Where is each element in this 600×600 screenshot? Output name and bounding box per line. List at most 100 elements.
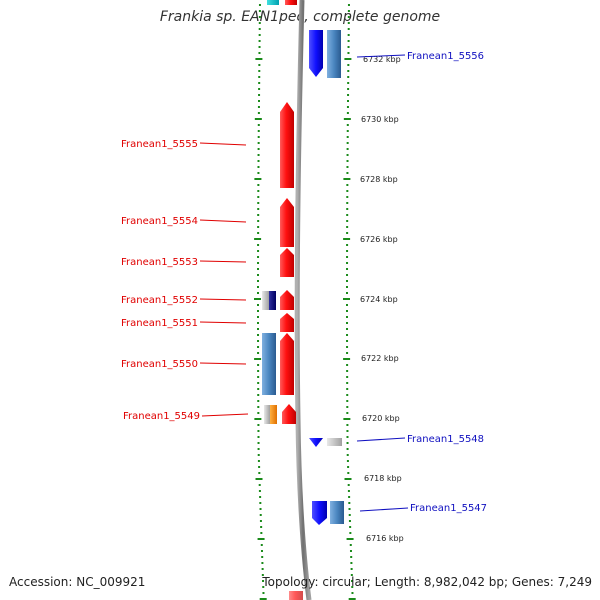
gene-franean1-5551[interactable]: [280, 313, 294, 332]
leader-line: [359, 507, 409, 512]
minor-tick: [346, 172, 349, 174]
minor-tick: [350, 556, 353, 558]
minor-tick: [348, 514, 351, 516]
major-tick: [255, 478, 263, 480]
feature-navy[interactable]: [269, 291, 276, 310]
minor-tick: [351, 586, 354, 588]
gene-label-franean1-5550[interactable]: Franean1_5550: [121, 359, 198, 370]
feature-orange[interactable]: [270, 405, 277, 424]
minor-tick: [346, 262, 349, 264]
minor-tick: [347, 484, 350, 486]
minor-tick: [346, 286, 349, 288]
minor-tick: [348, 520, 351, 522]
forward-strand-genes: [280, 102, 296, 424]
minor-tick: [258, 28, 261, 30]
minor-tick: [346, 148, 349, 150]
feature-grey[interactable]: [264, 405, 270, 424]
minor-tick: [346, 412, 349, 414]
minor-tick: [257, 436, 260, 438]
leader-line: [356, 437, 406, 442]
minor-tick: [258, 4, 261, 6]
gene-franean1-5550[interactable]: [280, 333, 294, 395]
minor-tick: [257, 214, 260, 216]
feature-steel[interactable]: [327, 30, 341, 78]
major-tick: [254, 238, 262, 240]
gene-franean1-5555[interactable]: [280, 102, 294, 188]
minor-tick: [261, 556, 264, 558]
minor-tick: [349, 550, 352, 552]
minor-tick: [346, 112, 349, 114]
gene-franean1-5549[interactable]: [282, 404, 296, 424]
minor-tick: [257, 208, 260, 210]
minor-tick: [347, 16, 350, 18]
gene-label-franean1-5552[interactable]: Franean1_5552: [121, 295, 198, 306]
clipped-feature-bottom: [289, 591, 303, 600]
gene-label-franean1-5556[interactable]: Franean1_5556: [407, 51, 484, 62]
minor-tick: [258, 70, 261, 72]
minor-tick: [257, 400, 260, 402]
gene-franean1-5552[interactable]: [280, 290, 294, 310]
left-label-leaders: [199, 142, 249, 417]
minor-tick: [347, 10, 350, 12]
scale-label: 6730 kbp: [361, 115, 399, 124]
minor-tick: [347, 4, 350, 6]
minor-tick: [346, 136, 349, 138]
minor-tick: [257, 166, 260, 168]
minor-tick: [257, 274, 260, 276]
minor-tick: [257, 142, 260, 144]
clipped-feature-top: [267, 0, 279, 5]
minor-tick: [347, 100, 349, 102]
minor-tick: [257, 412, 260, 414]
minor-tick: [348, 508, 351, 510]
feature-steel[interactable]: [330, 501, 344, 524]
scale-label: 6718 kbp: [364, 474, 402, 483]
minor-tick: [347, 64, 350, 66]
minor-tick: [347, 28, 350, 30]
minor-tick: [257, 112, 260, 114]
minor-tick: [346, 154, 349, 156]
major-tick: [344, 58, 352, 60]
minor-tick: [347, 22, 350, 24]
minor-tick: [259, 514, 262, 516]
minor-tick: [351, 580, 354, 582]
minor-tick: [346, 268, 349, 270]
gene-label-franean1-5549[interactable]: Franean1_5549: [123, 411, 200, 422]
gene-franean1-5556[interactable]: [309, 30, 323, 77]
minor-tick: [258, 40, 261, 42]
gene-label-franean1-5553[interactable]: Franean1_5553: [121, 257, 198, 268]
leader-line: [201, 413, 249, 417]
feature-grey[interactable]: [327, 438, 342, 446]
gene-label-franean1-5554[interactable]: Franean1_5554: [121, 216, 198, 227]
minor-tick: [351, 592, 354, 594]
minor-tick: [257, 448, 260, 450]
minor-tick: [257, 286, 260, 288]
gene-label-franean1-5548[interactable]: Franean1_5548: [407, 434, 484, 445]
reverse-strand-genes: [309, 30, 344, 525]
gene-franean1-5554[interactable]: [280, 198, 294, 247]
gene-franean1-5548[interactable]: [309, 438, 323, 447]
minor-tick: [346, 226, 349, 228]
gene-label-franean1-5551[interactable]: Franean1_5551: [121, 318, 198, 329]
minor-tick: [257, 160, 260, 162]
feature-steel[interactable]: [262, 333, 276, 395]
minor-tick: [258, 490, 261, 492]
minor-tick: [257, 382, 260, 384]
gene-label-franean1-5555[interactable]: Franean1_5555: [121, 139, 198, 150]
leader-line: [356, 54, 406, 58]
minor-tick: [262, 580, 265, 582]
gene-label-franean1-5547[interactable]: Franean1_5547: [410, 503, 487, 514]
clipped-top-features: [267, 0, 297, 5]
gene-franean1-5547[interactable]: [312, 501, 327, 525]
right-label-leaders: [356, 54, 409, 512]
minor-tick: [257, 172, 260, 174]
minor-tick: [257, 124, 260, 126]
gene-franean1-5553[interactable]: [280, 248, 294, 277]
scale-label: 6724 kbp: [360, 295, 398, 304]
minor-tick: [257, 136, 260, 138]
minor-tick: [262, 592, 265, 594]
minor-tick: [347, 46, 350, 48]
minor-tick: [257, 388, 260, 390]
feature-grey[interactable]: [262, 291, 269, 310]
scale-label: 6722 kbp: [361, 354, 399, 363]
clipped-feature-top: [285, 0, 297, 5]
